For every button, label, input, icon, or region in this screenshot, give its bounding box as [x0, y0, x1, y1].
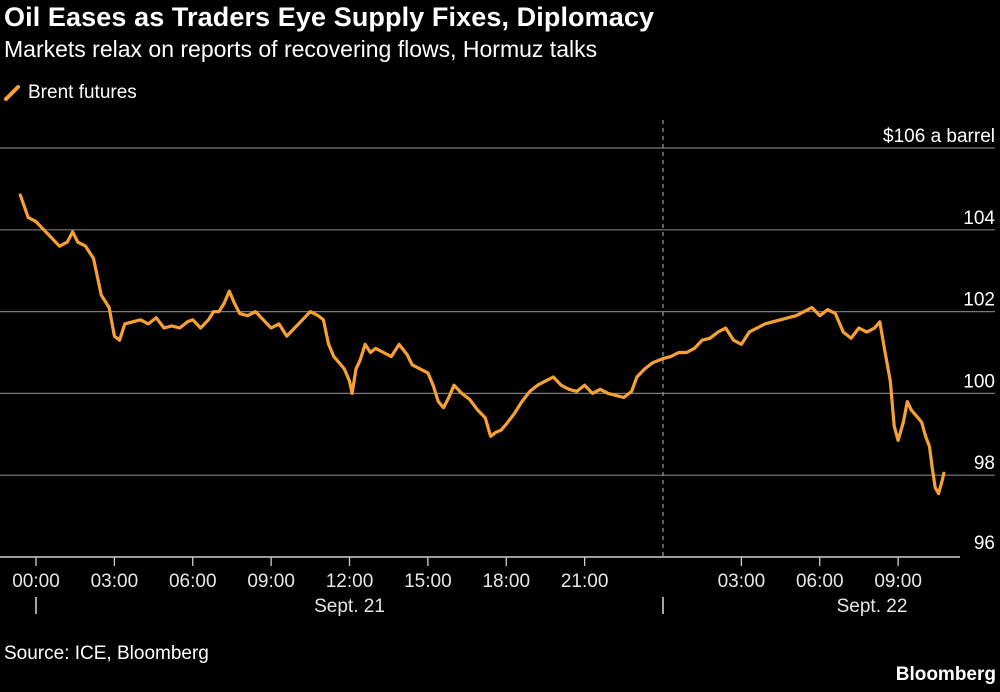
x-tick-label: 09:00 [874, 571, 922, 592]
day-label: Sept. 21 [314, 596, 385, 617]
y-tick-label: 102 [963, 290, 995, 311]
x-tick-label: 06:00 [169, 571, 217, 592]
y-tick-label: 96 [974, 533, 995, 554]
x-tick-label: 00:00 [12, 571, 60, 592]
brand-logo: Bloomberg [895, 664, 996, 685]
source-note: Source: ICE, Bloomberg [4, 643, 209, 664]
x-tick-label: 09:00 [247, 571, 295, 592]
chart-title: Oil Eases as Traders Eye Supply Fixes, D… [4, 2, 655, 32]
legend: Brent futures [4, 82, 137, 104]
y-tick-label: $106 a barrel [883, 126, 995, 147]
series-line-brent [18, 193, 946, 496]
y-tick-label: 100 [963, 371, 995, 392]
chart-subtitle: Markets relax on reports of recovering f… [4, 36, 598, 62]
x-tick-label: 21:00 [561, 571, 609, 592]
y-tick-label: 98 [974, 453, 995, 474]
x-tick-label: 15:00 [404, 571, 452, 592]
day-label: Sept. 22 [837, 596, 908, 617]
legend-label: Brent futures [28, 82, 137, 103]
x-tick-label: 12:00 [326, 571, 374, 592]
y-tick-label: 104 [963, 208, 995, 229]
x-tick-label: 06:00 [796, 571, 844, 592]
x-tick-label: 18:00 [482, 571, 530, 592]
legend-line-icon [4, 85, 20, 101]
x-tick-label: 03:00 [718, 571, 766, 592]
x-tick-label: 03:00 [91, 571, 139, 592]
